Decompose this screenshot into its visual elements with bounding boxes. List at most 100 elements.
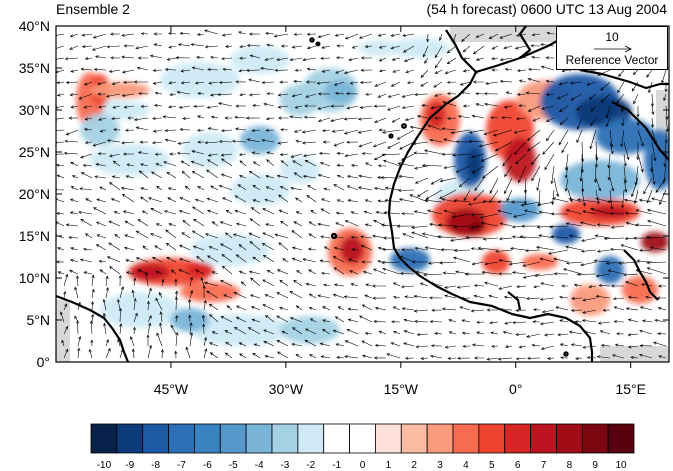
wind-vector: [133, 117, 149, 122]
wind-vector: [441, 307, 457, 311]
anomaly-patch: [240, 126, 280, 154]
wind-vector: [545, 92, 555, 96]
lat-label: 35°N: [18, 60, 50, 76]
wind-vector: [165, 229, 177, 239]
wind-vector: [421, 104, 429, 108]
wind-vector: [56, 69, 65, 74]
wind-vector: [549, 225, 569, 229]
wind-vector: [462, 69, 471, 73]
wind-vector: [248, 232, 261, 239]
colorbar-tick-label: -2: [306, 460, 316, 471]
wind-vector: [156, 185, 163, 191]
wind-vector: [336, 174, 345, 179]
colorbar-swatch: [426, 423, 454, 454]
lat-label: 5°N: [26, 312, 51, 328]
wind-vector: [154, 91, 163, 95]
anomaly-patch: [641, 232, 669, 252]
wind-vector: [633, 236, 653, 240]
wind-vector: [540, 345, 555, 350]
wind-vector: [350, 283, 359, 287]
wind-vector: [372, 284, 386, 288]
wind-vector: [79, 258, 93, 263]
wind-vector: [280, 44, 289, 48]
wind-vector: [430, 105, 443, 110]
wind-vector: [434, 93, 443, 97]
wind-vector: [527, 105, 541, 112]
wind-vector: [470, 225, 485, 229]
wind-vector: [333, 283, 345, 287]
wind-vector: [582, 210, 597, 215]
wind-vector: [646, 69, 653, 78]
wind-vector: [627, 333, 639, 337]
lat-label: 20°N: [18, 186, 50, 202]
wind-vector: [138, 170, 149, 179]
wind-vector: [295, 139, 303, 143]
colorbar-swatch: [219, 423, 247, 454]
wind-vector: [97, 81, 107, 86]
wind-vector: [378, 45, 387, 49]
wind-vector: [511, 271, 527, 275]
anomaly-patch: [468, 222, 484, 234]
wind-vector: [465, 235, 485, 239]
wind-vector: [439, 177, 457, 183]
wind-vector: [524, 249, 541, 253]
wind-vector: [266, 269, 275, 275]
wind-vector: [59, 311, 65, 323]
wind-vector: [160, 348, 164, 359]
wind-vector: [71, 175, 79, 179]
wind-vector: [194, 81, 205, 85]
wind-vector: [461, 319, 471, 323]
wind-vector: [384, 199, 401, 203]
wind-vector: [204, 281, 219, 287]
wind-vector: [362, 270, 373, 275]
wind-vector: [105, 93, 121, 98]
wind-vector: [649, 246, 667, 251]
wind-vector: [346, 185, 359, 191]
wind-vector: [346, 175, 359, 179]
wind-vector: [567, 189, 573, 203]
wind-vector: [414, 92, 429, 97]
wind-vector: [252, 352, 261, 359]
wind-vector: [609, 177, 615, 192]
wind-vector: [291, 342, 303, 347]
wind-vector: [179, 31, 191, 36]
wind-vector: [112, 105, 121, 109]
wind-vector: [57, 271, 65, 275]
wind-vector: [473, 294, 485, 299]
wind-vector: [375, 210, 387, 215]
wind-vector: [413, 309, 429, 313]
wind-vector: [639, 306, 653, 311]
wind-vector: [206, 159, 219, 167]
wind-vector: [349, 81, 359, 85]
wind-vector: [118, 307, 123, 323]
wind-vector: [651, 197, 667, 203]
wind-vector: [590, 105, 597, 112]
wind-vector: [442, 271, 457, 275]
wind-vector: [440, 248, 457, 252]
wind-vector: [530, 153, 541, 166]
wind-vector: [164, 129, 177, 133]
wind-vector: [485, 81, 499, 85]
wind-vector: [396, 224, 415, 228]
wind-vector: [309, 354, 317, 359]
wind-vector: [399, 271, 415, 276]
wind-vector: [260, 66, 275, 71]
wind-vector: [320, 198, 331, 203]
colorbar-swatch: [297, 423, 325, 454]
wind-vector: [292, 160, 303, 167]
wind-vector: [178, 210, 191, 215]
lon-label: 0°: [509, 381, 523, 397]
wind-vector: [168, 45, 177, 49]
wind-vector: [63, 303, 68, 311]
colorbar-tick-label: 1: [385, 460, 392, 471]
wind-vector: [191, 66, 205, 71]
wind-vector: [411, 225, 429, 229]
wind-vector: [221, 253, 233, 263]
wind-vector: [455, 270, 471, 275]
wind-vector: [359, 105, 373, 109]
wind-vector: [333, 267, 345, 275]
wind-vector: [568, 330, 583, 335]
wind-vector: [225, 44, 233, 48]
wind-vector: [417, 189, 429, 197]
wind-vector: [95, 163, 107, 167]
